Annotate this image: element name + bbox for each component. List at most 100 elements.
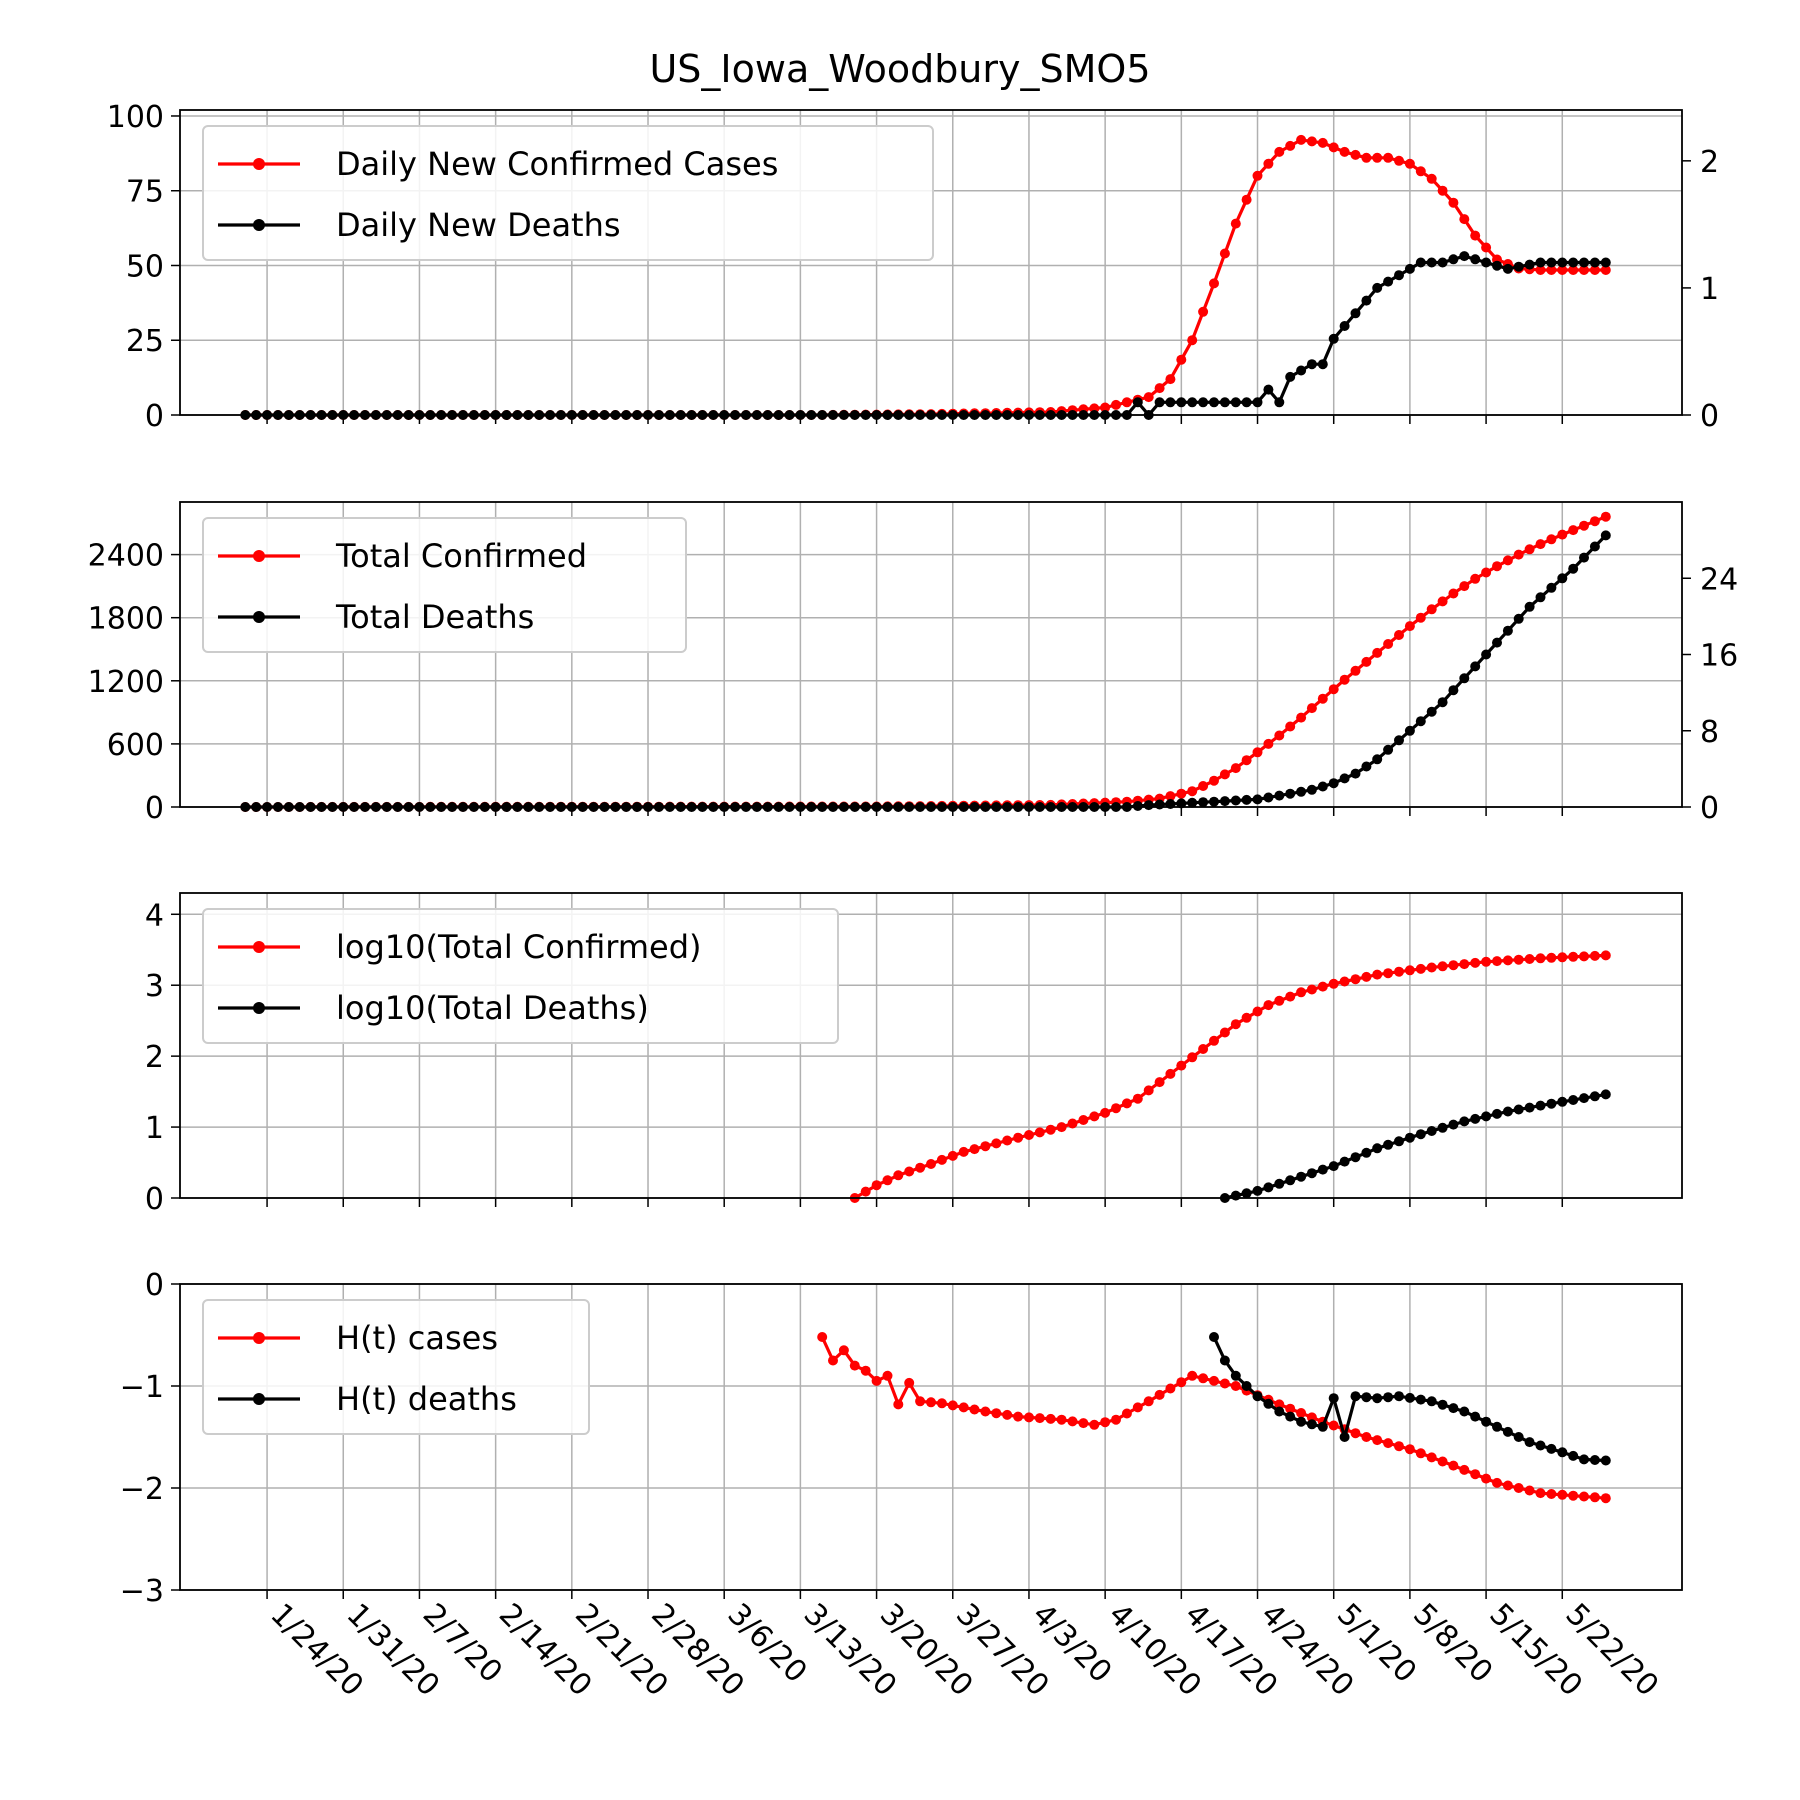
data-point (1121, 397, 1132, 408)
data-point (1448, 1119, 1459, 1130)
data-point (1198, 781, 1209, 791)
data-point (1513, 1432, 1524, 1442)
series-3-0 (817, 1332, 1611, 1504)
axes-frame (179, 1283, 1683, 1591)
series-2-0 (849, 950, 1611, 1203)
data-point (1317, 1164, 1328, 1175)
data-point (1448, 960, 1459, 971)
data-point (1306, 1419, 1317, 1430)
series-line (853, 953, 1606, 1200)
data-point (1459, 1116, 1470, 1127)
data-point (1154, 1389, 1165, 1400)
data-point (1143, 1085, 1154, 1096)
chart-title: US_Iowa_Woodbury_SMO5 (649, 47, 1150, 91)
data-point (1024, 1412, 1034, 1423)
data-point (1306, 703, 1317, 714)
data-point (1524, 1485, 1535, 1496)
data-point (1492, 561, 1502, 572)
legend-label: Daily New Deaths (336, 206, 621, 244)
data-point (1535, 1100, 1546, 1111)
data-point (1535, 1488, 1546, 1499)
data-point (1372, 1393, 1383, 1404)
data-point (1350, 308, 1361, 319)
data-point (1176, 354, 1187, 365)
data-point (1557, 952, 1568, 963)
data-point (1579, 257, 1589, 268)
data-point (1252, 1006, 1263, 1017)
y-right-tick-label: 16 (1700, 639, 1738, 674)
data-point (1285, 991, 1296, 1002)
y-tick-label: −1 (120, 1370, 164, 1405)
data-point (1470, 957, 1481, 968)
data-point (1317, 1421, 1328, 1432)
data-point (1296, 712, 1307, 723)
data-point (1481, 257, 1492, 268)
data-point (1524, 954, 1535, 964)
data-point (1089, 1419, 1100, 1430)
data-point (1383, 152, 1394, 163)
y-tick-label: 600 (107, 728, 164, 763)
data-point (1568, 1095, 1579, 1105)
data-point (1557, 529, 1568, 540)
data-point (1394, 1391, 1404, 1402)
data-point (1492, 637, 1502, 648)
data-point (1557, 257, 1568, 268)
data-point (1219, 248, 1230, 259)
data-point (1241, 1188, 1252, 1199)
data-point (1470, 254, 1481, 265)
data-point (1600, 511, 1611, 522)
data-point (1056, 1414, 1067, 1425)
y-tick-label: 0 (145, 791, 164, 826)
axes-frame (179, 892, 1683, 1199)
data-point (1600, 950, 1611, 961)
data-point (1154, 1077, 1165, 1088)
data-point (1448, 197, 1459, 208)
data-point (1448, 254, 1459, 265)
data-point (1317, 981, 1328, 992)
data-point (1426, 962, 1437, 973)
y-tick-label: 4 (145, 898, 164, 933)
data-point (1459, 581, 1470, 592)
data-point (1404, 1132, 1415, 1143)
data-point (1600, 1455, 1611, 1466)
data-point (1034, 1127, 1045, 1138)
data-point (1209, 796, 1219, 807)
data-point (1404, 1392, 1415, 1403)
y-tick-label: 1800 (88, 602, 164, 637)
data-point (1579, 951, 1589, 962)
y-tick-label: 0 (145, 399, 164, 434)
data-point (1492, 1421, 1502, 1432)
data-point (1285, 1403, 1296, 1414)
data-point (1350, 1428, 1361, 1439)
data-point (1415, 1394, 1426, 1405)
data-point (991, 1408, 1002, 1419)
data-point (1579, 1454, 1589, 1465)
data-point (1415, 716, 1426, 727)
data-point (1535, 592, 1546, 603)
data-point (1372, 1143, 1383, 1154)
data-point (926, 1159, 936, 1169)
data-point (1600, 530, 1611, 541)
data-point (1241, 1012, 1252, 1023)
data-point (1470, 573, 1481, 584)
data-point (1328, 142, 1339, 153)
data-point (1089, 1111, 1100, 1122)
data-point (1361, 1392, 1372, 1403)
data-point (1492, 260, 1502, 271)
data-point (1230, 397, 1241, 408)
data-point (1502, 955, 1513, 966)
data-point (1350, 665, 1361, 676)
data-point (1252, 397, 1263, 408)
data-point (1241, 397, 1252, 408)
data-point (1426, 706, 1437, 717)
data-point (1328, 1161, 1339, 1172)
data-point (1317, 693, 1328, 704)
legend-label: log10(Total Deaths) (336, 989, 649, 1027)
y-right-tick-label: 2 (1700, 145, 1719, 180)
data-point (1470, 1113, 1481, 1124)
data-point (1394, 735, 1404, 746)
data-point (1209, 1375, 1219, 1386)
data-point (1306, 359, 1317, 370)
axes-frame (179, 501, 1683, 808)
data-point (1535, 539, 1546, 550)
